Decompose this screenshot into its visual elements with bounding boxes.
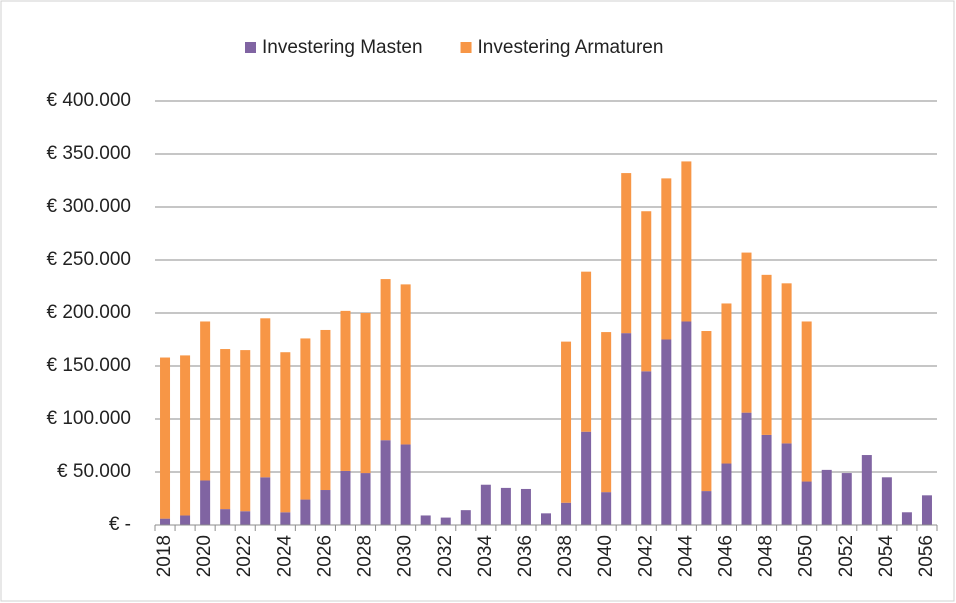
bar-segment [701,331,712,492]
bar-segment [841,473,852,525]
bar-segment [581,271,592,432]
bar-segment [340,310,351,471]
bar-segment [340,470,351,525]
bar-segment [861,455,872,525]
x-tick-label: 2036 [515,535,536,577]
bar-segment [801,321,812,482]
bar-segment [581,431,592,525]
bar-segment [480,484,491,525]
x-tick-label: 2052 [836,535,857,577]
legend-label: Investering Masten [262,37,423,58]
x-tick-label: 2026 [314,535,335,577]
bar-segment [681,321,692,525]
bar-segment [541,513,551,525]
x-tick-label: 2040 [595,535,616,577]
bar-segment [661,178,672,340]
bar-segment [360,313,371,474]
bar-segment [460,510,471,525]
x-tick-label: 2032 [435,535,456,577]
bar-segment [280,352,291,513]
x-tick-label: 2028 [355,535,376,577]
x-tick-label: 2056 [916,535,937,577]
x-tick-label: 2054 [876,535,897,578]
x-tick-label: 2034 [475,535,496,578]
bar-segment [380,279,391,441]
bar-segment [400,444,411,525]
bar-segment [260,318,271,478]
bar-segment [561,502,572,525]
x-tick-label: 2046 [715,535,736,577]
bar-segment [220,509,231,525]
bar-segment [621,333,632,525]
bar-segment [741,252,752,413]
bar-segment [801,481,812,525]
bar-segment [420,515,431,525]
bar-segment [561,341,572,503]
bar-segment [360,473,371,525]
bar-segment [200,321,211,481]
x-tick-label: 2042 [635,535,656,577]
bar-segment [641,371,652,525]
bar-segment [320,490,331,525]
y-tick-label: € 100.000 [46,408,131,429]
bar-segment [220,349,231,510]
bar-segment [921,495,932,525]
bar-segment [781,283,792,444]
bar-segment [200,480,211,525]
bar-segment [300,499,311,525]
x-tick-label: 2038 [555,535,576,577]
bar-segment [761,434,772,525]
x-tick-label: 2050 [796,535,817,577]
x-tick-label: 2020 [194,535,215,577]
bar-segment [621,173,632,334]
bar-segment [180,515,191,525]
bar-segment [260,477,271,525]
bar-segment [901,512,912,525]
bar-segment [300,338,311,500]
y-tick-label: € 250.000 [46,249,131,270]
bar-segment [180,355,191,516]
x-tick-label: 2044 [675,535,696,578]
bar-segment [280,512,291,525]
bar-segment [500,487,511,525]
bar-segment [701,491,712,525]
y-tick-label: € 150.000 [46,355,131,376]
bar-segment [240,350,251,512]
legend-swatch [460,42,472,53]
y-tick-label: € 400.000 [46,90,131,111]
x-tick-label: 2018 [154,535,175,577]
bar-segment [601,332,612,493]
x-tick-label: 2048 [756,535,777,577]
legend-swatch [245,42,256,53]
bar-segment [721,463,732,525]
y-tick-label: € 300.000 [46,196,131,217]
x-tick-label: 2022 [234,535,255,577]
bar-segment [781,443,792,525]
y-tick-label: € - [109,514,131,535]
legend-label: Investering Armaturen [478,37,664,58]
y-tick-label: € 200.000 [46,302,131,323]
x-tick-label: 2030 [395,535,416,577]
bar-segment [741,412,752,525]
bar-segment [681,161,692,322]
bar-segment [661,339,672,525]
bar-segment [400,284,411,445]
bar-segment [821,469,832,525]
y-tick-label: € 50.000 [57,461,131,482]
bar-segment [761,274,772,435]
bar-segment [721,303,732,464]
bar-segment [440,517,451,525]
bar-segment [380,440,391,525]
bar-segment [881,477,892,525]
bar-segment [240,511,251,525]
bar-segment [320,329,331,491]
y-tick-label: € 350.000 [46,143,131,164]
x-tick-label: 2024 [274,535,295,578]
bar-segment [641,211,652,372]
bar-segment [520,488,531,525]
bar-segment [160,518,171,525]
bar-segment [160,357,171,519]
bar-segment [601,492,612,525]
